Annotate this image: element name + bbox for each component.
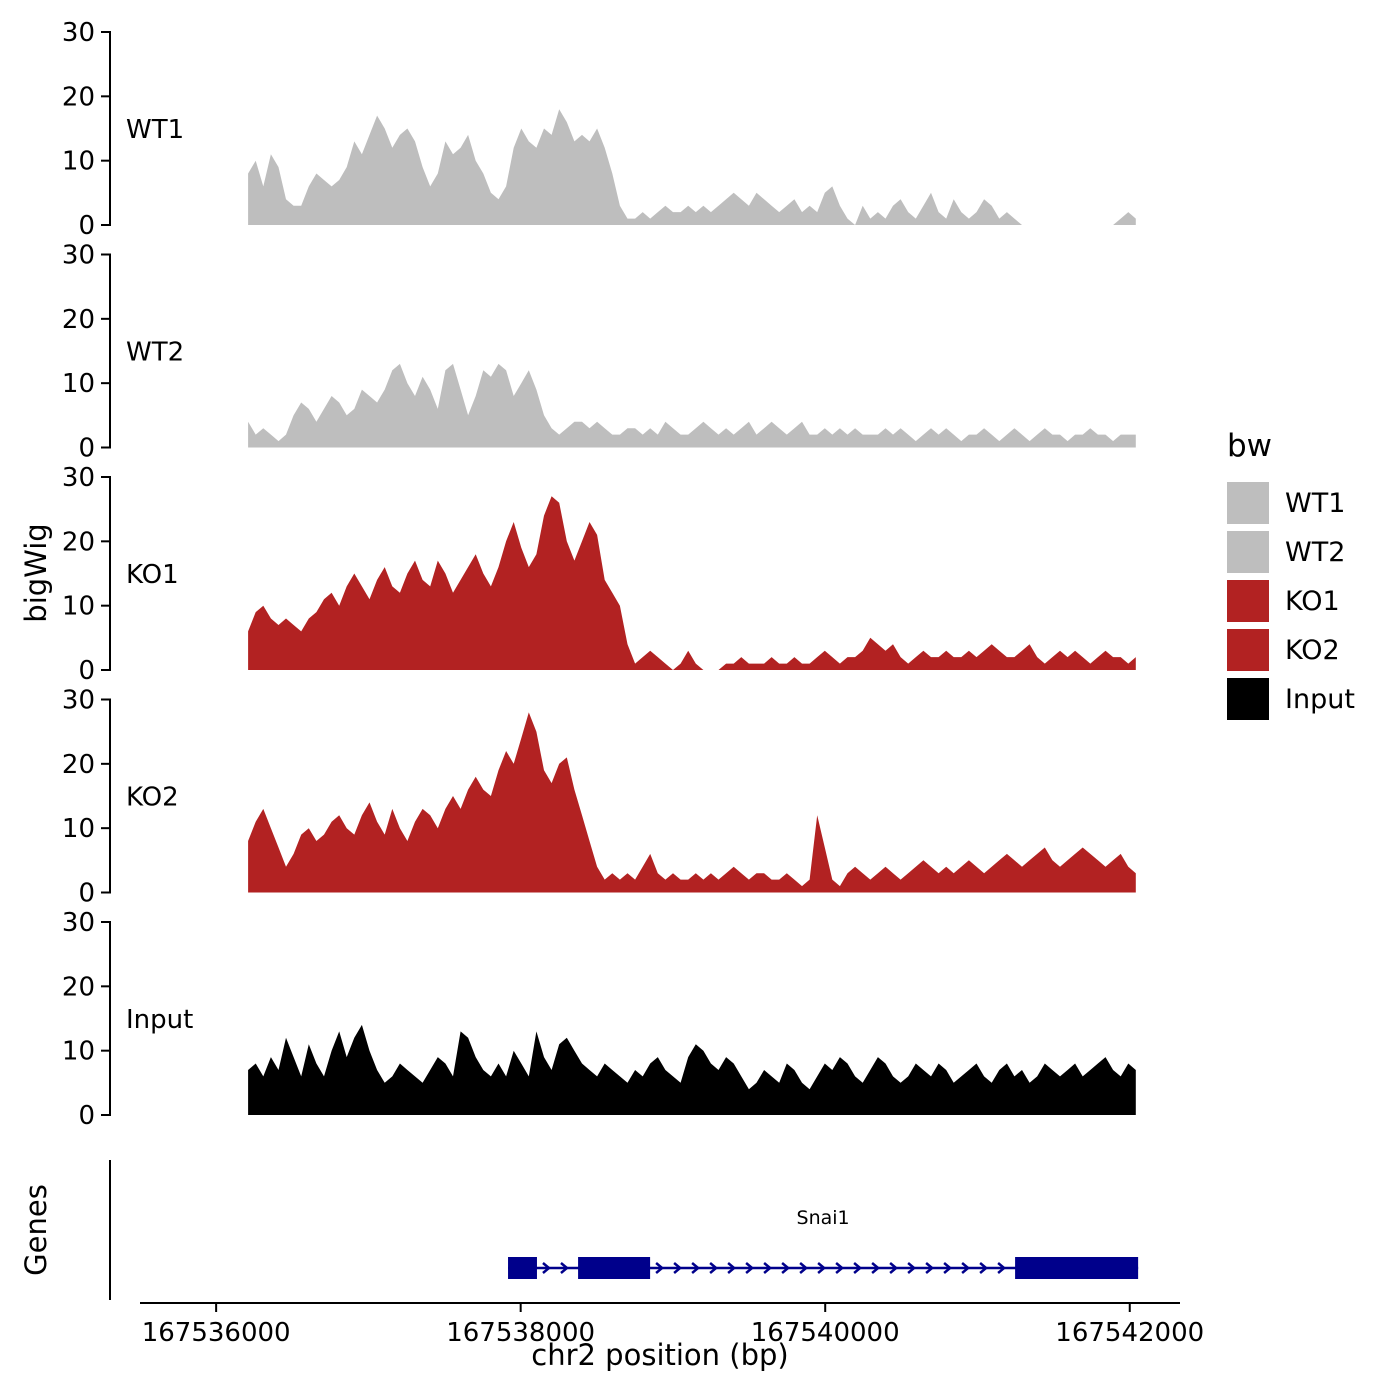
coverage-area-WT2 [248,363,1136,448]
y-tick-label: 30 [62,241,95,271]
legend-swatch-wt1 [1227,482,1269,524]
track-panel-WT2: 0 10 20 30 WT2 [62,241,1136,464]
track-panel-KO2: 0 10 20 30 KO2 [62,686,1136,909]
legend-swatch-wt2 [1227,531,1269,573]
y-tick-label: 0 [78,1101,95,1131]
gene-exon [508,1257,537,1279]
strand-arrow-icon [709,1262,719,1274]
strand-arrow-icon [799,1262,809,1274]
x-tick-label: 167536000 [142,1318,291,1348]
strand-arrow-icon [961,1262,971,1274]
strand-arrow-icon [542,1262,551,1274]
legend-label-ko2: KO2 [1285,634,1340,666]
y-tick-label: 20 [62,527,95,557]
y-tick-label: 0 [78,879,95,909]
strand-arrow-icon [727,1262,737,1274]
legend-swatch-ko1 [1227,580,1269,622]
gene-exon [578,1257,651,1279]
y-tick-label: 20 [62,750,95,780]
coverage-area-KO2 [248,712,1136,893]
y-tick-label: 0 [78,211,95,241]
legend-swatch-ko2 [1227,629,1269,671]
gene-label: Snai1 [797,1207,850,1229]
strand-arrow-icon [655,1262,665,1274]
x-tick-label: 167538000 [446,1318,595,1348]
y-tick-label: 20 [62,82,95,112]
track-label-WT2: WT2 [126,338,184,368]
track-panel-KO1: 0 10 20 30 KO1 [62,463,1136,686]
legend-item-wt2: WT2 [1227,531,1355,573]
x-tick-label: 167540000 [751,1318,900,1348]
strand-arrow-icon [907,1262,917,1274]
y-tick-label: 30 [62,463,95,493]
legend-label-wt2: WT2 [1285,536,1346,568]
genes-panel: Snai1 [109,1160,1139,1300]
y-tick-label: 0 [78,434,95,464]
track-label-WT1: WT1 [126,115,184,145]
strand-arrow-icon [871,1262,881,1274]
legend-swatch-input [1227,678,1269,720]
x-axis-title: chr2 position (bp) [531,1338,789,1372]
coverage-area-Input [248,1024,1136,1115]
y-tick-label: 10 [62,814,95,844]
y-tick-label: 30 [62,908,95,938]
y-tick-label: 20 [62,305,95,335]
strand-arrow-icon [979,1262,989,1274]
legend-item-wt1: WT1 [1227,482,1355,524]
coverage-area-KO1 [248,496,1136,670]
strand-arrow-icon [817,1262,827,1274]
legend: bw WT1 WT2 KO1 KO2 Input [1227,428,1355,727]
coverage-area-WT1 [248,109,1136,225]
strand-arrow-icon [835,1262,845,1274]
genes-axis-title: Genes [19,1184,53,1276]
y-tick-label: 0 [78,656,95,686]
strand-arrow-icon [889,1262,899,1274]
x-axis: 167536000 167538000 167540000 167542000 [140,1302,1204,1348]
legend-item-ko1: KO1 [1227,580,1355,622]
y-tick-label: 10 [62,1037,95,1067]
y-axis-title: bigWig [19,523,53,623]
y-tick-label: 10 [62,592,95,622]
track-label-Input: Input [126,1005,193,1035]
gene-exon [1015,1257,1139,1279]
y-tick-label: 30 [62,18,95,48]
track-label-KO1: KO1 [126,560,179,590]
strand-arrow-icon [745,1262,755,1274]
legend-title: bw [1227,428,1273,464]
y-tick-label: 10 [62,147,95,177]
legend-label-wt1: WT1 [1285,487,1346,519]
strand-arrow-icon [853,1262,863,1274]
strand-arrow-icon [763,1262,773,1274]
strand-arrow-icon [925,1262,935,1274]
strand-arrow-icon [943,1262,953,1274]
y-tick-label: 30 [62,686,95,716]
y-tick-label: 10 [62,369,95,399]
strand-arrow-icon [560,1262,569,1274]
legend-label-input: Input [1285,683,1355,715]
strand-arrow-icon [691,1262,701,1274]
legend-item-input: Input [1227,678,1355,720]
strand-arrow-icon [781,1262,791,1274]
x-tick-label: 167542000 [1055,1318,1204,1348]
track-panel-Input: 0 10 20 30 Input [62,908,1136,1131]
strand-arrow-icon [997,1262,1007,1274]
strand-arrow-icon [673,1262,683,1274]
y-tick-label: 20 [62,972,95,1002]
legend-item-ko2: KO2 [1227,629,1355,671]
track-panel-WT1: 0 10 20 30 WT1 [62,18,1136,241]
legend-label-ko1: KO1 [1285,585,1340,617]
track-label-KO2: KO2 [126,783,179,813]
